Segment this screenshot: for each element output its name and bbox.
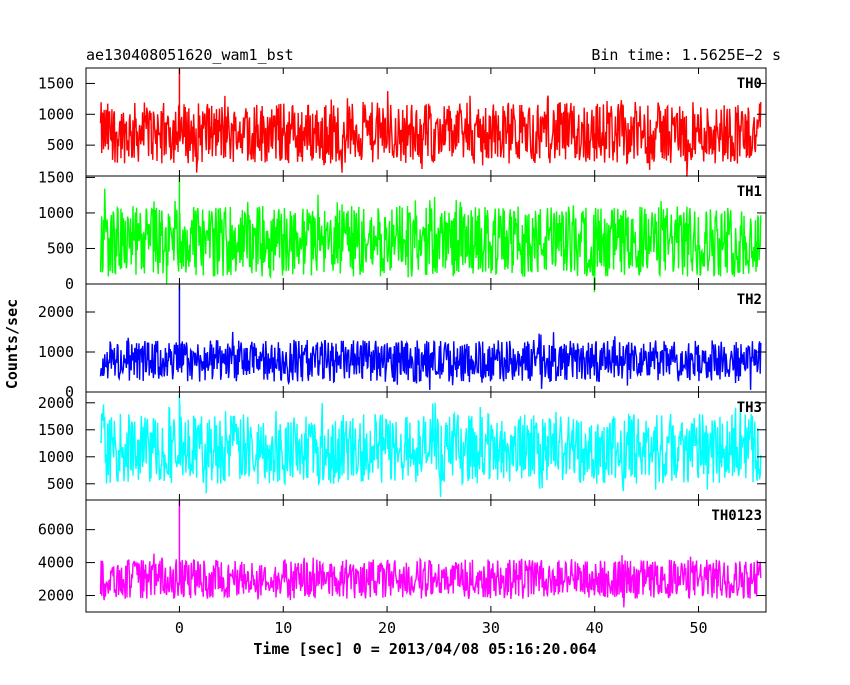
panel-th0-series-line: [99, 91, 762, 177]
panel-th2-ytick-label: 1000: [38, 343, 74, 361]
panel-th0123-series-label: TH0123: [711, 508, 762, 524]
x-tick-label: 30: [482, 619, 500, 637]
panel-th3-ytick-label: 1000: [38, 448, 74, 466]
panel-th0-series-label: TH0: [737, 76, 762, 92]
panel-th1-ytick-label: 0: [65, 275, 74, 293]
panel-th0-ytick-label: 500: [47, 136, 74, 154]
panel-th1-ytick-label: 1500: [38, 168, 74, 186]
x-tick-label: 20: [378, 619, 396, 637]
panel-th0123: 2000 4000 6000 TH0123: [38, 499, 767, 613]
panel-th0123-ytick-label: 2000: [38, 587, 74, 605]
chart-title: ae130408051620_wam1_bst: [86, 46, 294, 64]
bin-time-label: Bin time: 1.5625E−2 s: [591, 46, 781, 64]
panel-th0123-ytick-label: 4000: [38, 554, 74, 572]
panel-th0-ytick-label: 1500: [38, 74, 74, 92]
panel-th2-series-label: TH2: [737, 292, 762, 308]
panel-th3-series-label: TH3: [737, 400, 762, 416]
panel-th2-ytick-label: 2000: [38, 303, 74, 321]
panel-th0123-series-line: [99, 553, 762, 608]
panel-th3: 500 1000 1500 2000 TH3: [38, 391, 767, 501]
panel-th3-ytick-label: 500: [47, 475, 74, 493]
panel-th1-ytick-label: 1000: [38, 204, 74, 222]
x-tick-label: 50: [689, 619, 707, 637]
panel-th1-series-label: TH1: [737, 184, 762, 200]
panel-th1-series-line: [99, 188, 762, 293]
panel-th3-ytick-label: 1500: [38, 421, 74, 439]
panel-th1: 0 500 1000 1500 TH1: [38, 168, 767, 293]
x-tick-label: 40: [586, 619, 604, 637]
panel-th3-ytick-label: 2000: [38, 394, 74, 412]
panel-th0: 500 1000 1500 TH0: [38, 67, 767, 177]
panel-th2-ytick-label: 0: [65, 383, 74, 401]
x-axis-label: Time [sec] 0 = 2013/04/08 05:16:20.064: [253, 640, 596, 658]
x-axis: 0 10 20 30 40 50: [175, 619, 708, 637]
panel-th3-series-line: [99, 402, 762, 498]
y-axis-label: Counts/sec: [3, 299, 21, 389]
panel-th0-ytick-label: 1000: [38, 105, 74, 123]
panel-th2-series-line: [99, 331, 762, 390]
panel-th0123-ytick-label: 6000: [38, 521, 74, 539]
x-tick-label: 10: [274, 619, 292, 637]
x-tick-label: 0: [175, 619, 184, 637]
panel-th2: 0 1000 2000 TH2: [38, 283, 767, 401]
panels-group: 500 1000 1500 TH0 0 500 1000 1500 TH1 0 1000 2000 TH…: [38, 67, 767, 613]
panel-th0123-frame: [85, 499, 767, 613]
panel-th1-ytick-label: 500: [47, 239, 74, 257]
